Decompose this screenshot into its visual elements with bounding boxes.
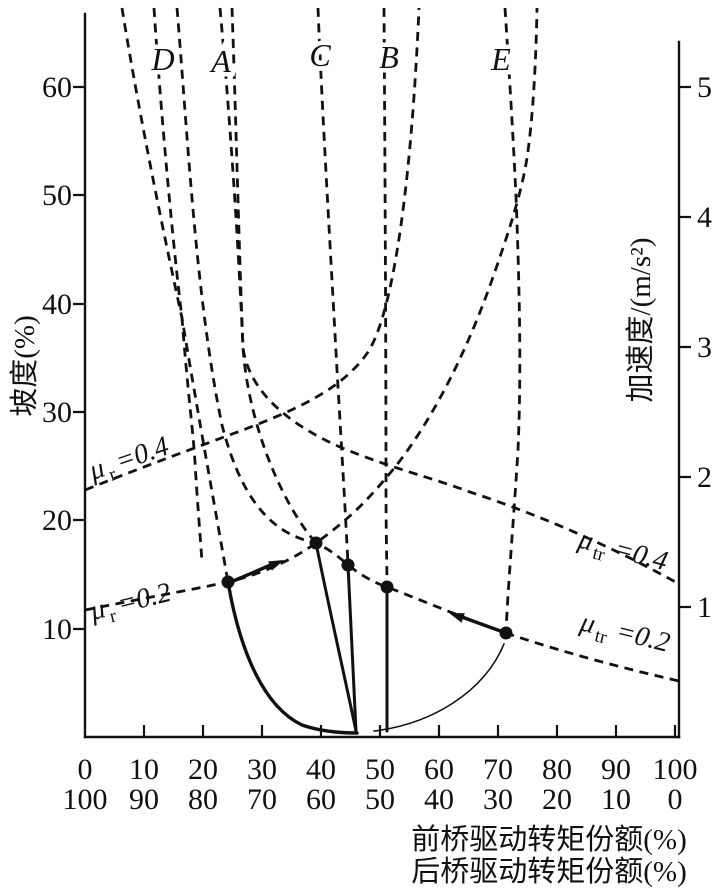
right-tick-1: 1 [697, 591, 712, 624]
x-front-tick-30: 30 [247, 753, 277, 786]
trajectory-line-from-point3 [346, 563, 358, 733]
x-rear-tick-90: 90 [129, 783, 159, 816]
mu-symbol: μ [86, 593, 108, 627]
label-mu-tr-04: μ tr =0.4 [574, 524, 671, 578]
x-front-tick-90: 90 [601, 753, 631, 786]
curve-B [382, 7, 389, 588]
x-front-tick-10: 10 [129, 753, 159, 786]
right-tick-5: 5 [697, 71, 712, 104]
curve-label-A: A [209, 43, 231, 79]
left-y-axis-title: 坡度(%) [8, 315, 41, 416]
curve-label-C: C [309, 37, 331, 73]
arrow-from-point5-line [457, 614, 508, 635]
curve-D-right-branch [152, 7, 204, 563]
arrow-from-point1-line [229, 562, 275, 584]
trajectory-line-from-point2 [314, 541, 358, 733]
x-rear-tick-70: 70 [247, 783, 277, 816]
curve-mu-r-0.2 [84, 7, 539, 612]
x-front-tick-60: 60 [424, 753, 454, 786]
curve-A [218, 7, 318, 544]
x-rear-tick-80: 80 [188, 783, 218, 816]
mu-value: =0.2 [114, 577, 174, 620]
x-rear-tick-60: 60 [306, 783, 336, 816]
x-rear-tick-0: 0 [668, 783, 683, 816]
x-axis-title-rear: 后桥驱动转矩份额(%) [411, 855, 686, 888]
curve-label-B: B [379, 39, 399, 75]
left-axis-ticks [73, 85, 85, 631]
left-tick-60: 60 [42, 71, 72, 104]
mu-subscript: tr [593, 625, 610, 648]
thin-arc-to-point5 [373, 643, 505, 732]
arrow-from-point5-head [449, 613, 465, 623]
left-tick-20: 20 [42, 504, 72, 537]
x-rear-tick-20: 20 [542, 783, 572, 816]
label-mu-tr-02: μ tr =0.2 [576, 606, 673, 659]
x-front-tick-40: 40 [306, 753, 336, 786]
x-front-tick-70: 70 [483, 753, 513, 786]
x-front-tick-80: 80 [542, 753, 572, 786]
x-front-tick-0: 0 [78, 753, 93, 786]
mu-value: =0.2 [613, 616, 673, 659]
right-tick-3: 3 [697, 331, 712, 364]
x-rear-tick-40: 40 [424, 783, 454, 816]
right-tick-2: 2 [697, 461, 712, 494]
x-rear-tick-10: 10 [601, 783, 631, 816]
curve-mu-tr-0.2 [175, 7, 680, 683]
label-mu-r-02: μ r =0.2 [86, 577, 174, 628]
curve-E [503, 7, 522, 634]
curve-label-D: D [150, 41, 174, 77]
label-mu-r-04: μ r =0.4 [84, 431, 173, 487]
left-tick-50: 50 [42, 179, 72, 212]
right-tick-4: 4 [697, 201, 712, 234]
x-axis-ticks [142, 725, 677, 737]
curve-mu-r-0.4 [84, 7, 421, 492]
curve-mu-tr-0.4 [230, 7, 680, 586]
mu-symbol: μ [84, 453, 108, 487]
left-tick-30: 30 [42, 396, 72, 429]
left-tick-10: 10 [42, 613, 72, 646]
trajectory-arc-from-point1 [226, 580, 359, 735]
x-front-tick-20: 20 [188, 753, 218, 786]
x-front-tick-100: 100 [653, 753, 698, 786]
left-tick-40: 40 [42, 288, 72, 321]
mu-subscript: tr [590, 543, 607, 566]
x-rear-tick-30: 30 [483, 783, 513, 816]
mu-subscript: r [107, 605, 119, 627]
x-axis-title-front: 前桥驱动转矩份额(%) [411, 823, 686, 856]
mu-symbol: μ [576, 606, 598, 640]
mu-value: =0.4 [611, 533, 671, 577]
x-rear-tick-50: 50 [365, 783, 395, 816]
arrow-from-point1-head [268, 560, 284, 571]
x-front-tick-50: 50 [365, 753, 395, 786]
marked-data-points [221, 536, 513, 640]
mu-value: =0.4 [112, 431, 173, 478]
right-y-axis-title: 加速度/(m/s²) [624, 238, 657, 403]
right-axis-ticks [679, 85, 691, 609]
curve-C [316, 7, 350, 566]
curve-D-left-branch [120, 7, 230, 583]
curve-label-E: E [490, 41, 511, 77]
x-rear-tick-100: 100 [63, 783, 108, 816]
